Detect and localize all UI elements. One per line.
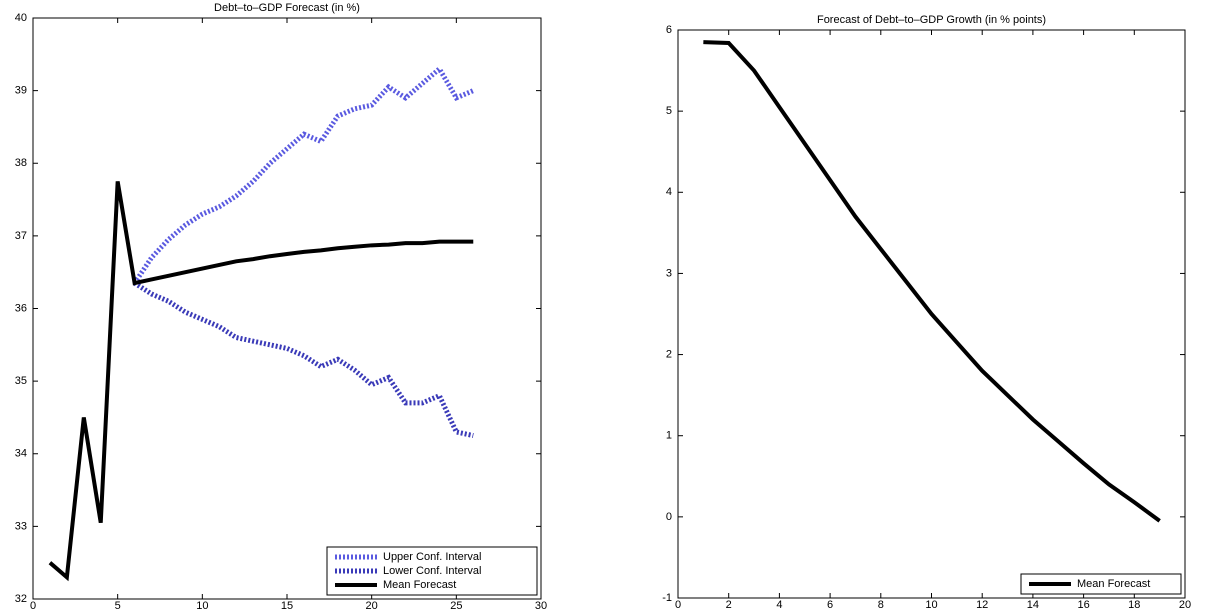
x-tick-label: 15 [281,600,293,612]
series-line [703,40,1161,523]
legend: Upper Conf. Interval Lower Conf. Interval… [326,546,538,596]
chart-title: Forecast of Debt–to–GDP Growth (in % poi… [817,14,1046,26]
y-tick-label: 35 [15,375,27,387]
x-tick-label: 10 [925,599,937,611]
y-tick-label: 40 [15,12,27,24]
x-tick-label: 6 [827,599,833,611]
y-tick-label: 34 [15,448,27,460]
x-tick-label: 10 [196,600,208,612]
x-tick-label: 20 [366,600,378,612]
legend-label: Upper Conf. Interval [383,551,481,563]
x-tick-label: 18 [1128,599,1140,611]
x-tick-label: 0 [30,600,36,612]
legend-label: Mean Forecast [383,579,456,591]
y-tick-label: 32 [15,593,27,605]
x-tick-label: 4 [776,599,782,611]
legend-box [1020,573,1182,595]
legend: Mean Forecast [1020,573,1182,595]
y-tick-label: 0 [666,511,672,523]
y-tick-label: 5 [666,105,672,117]
legend-label: Mean Forecast [1077,578,1150,590]
series-line [133,280,474,439]
x-tick-label: 0 [675,599,681,611]
x-tick-label: 8 [878,599,884,611]
plot-frame [32,17,542,600]
legend-label: Lower Conf. Interval [383,565,481,577]
x-tick-label: 25 [450,600,462,612]
x-tick-label: 20 [1179,599,1191,611]
y-tick-label: 4 [666,186,672,198]
y-tick-label: 3 [666,267,672,279]
y-tick-label: 1 [666,430,672,442]
x-tick-label: 5 [115,600,121,612]
x-tick-label: 12 [976,599,988,611]
x-tick-label: 2 [726,599,732,611]
chart-title: Debt–to–GDP Forecast (in %) [214,2,360,14]
x-tick-label: 14 [1027,599,1039,611]
y-tick-label: 33 [15,520,27,532]
y-tick-label: 2 [666,348,672,360]
series-line [132,64,475,285]
y-tick-label: 36 [15,302,27,314]
series-line [48,181,474,582]
y-tick-label: 39 [15,85,27,97]
x-tick-label: 16 [1077,599,1089,611]
y-tick-label: 38 [15,157,27,169]
y-tick-label: 37 [15,230,27,242]
x-tick-label: 30 [535,600,547,612]
y-tick-label: -1 [662,592,672,604]
y-tick-label: 6 [666,24,672,36]
